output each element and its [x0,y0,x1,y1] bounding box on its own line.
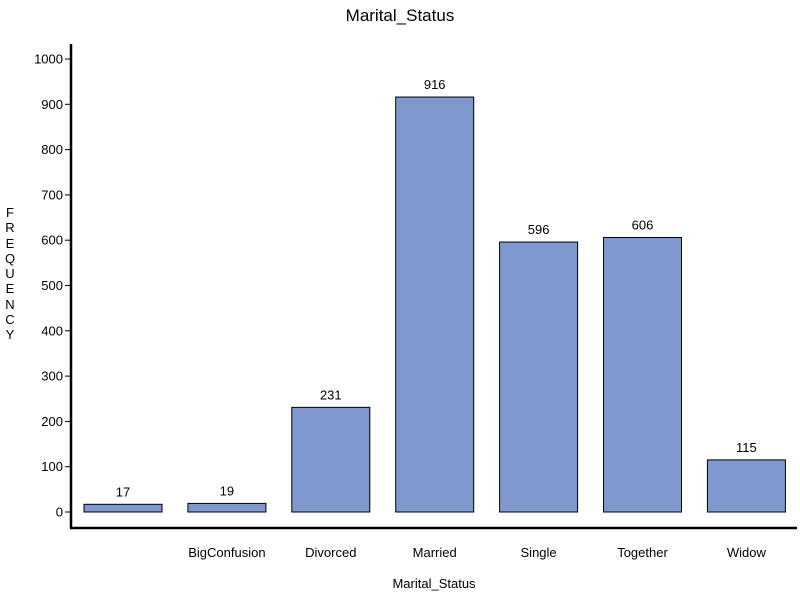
data-label: 19 [220,483,234,498]
y-tick-label: 800 [41,142,63,157]
x-tick-label: Single [521,545,557,560]
data-label: 606 [632,217,654,232]
bar [706,459,786,513]
x-tick-label: BigConfusion [188,545,265,560]
x-axis-label: Marital_Status [392,576,476,591]
y-tick-label: 100 [41,459,63,474]
y-tick-label: 700 [41,187,63,202]
bar [499,241,579,513]
y-axis-label-letter: C [5,312,15,328]
data-label: 596 [528,222,550,237]
bar [395,96,475,513]
bar [83,503,163,513]
x-tick-label: Together [617,545,668,560]
data-label: 115 [736,440,757,455]
bar [291,406,371,513]
chart-title: Marital_Status [345,6,455,25]
y-tick-label: 400 [41,323,63,338]
y-axis-label-letter: E [5,235,15,251]
y-axis-label-letter: Y [5,327,15,343]
y-tick-label: 200 [41,414,63,429]
data-label: 231 [320,387,342,402]
y-axis-label-letter: Q [4,250,16,266]
data-label: 916 [424,77,446,92]
y-tick-label: 600 [41,233,63,248]
x-tick-label: Married [413,545,457,560]
bar [603,236,682,513]
y-tick-label: 300 [41,369,63,384]
y-axis-label-letter: E [5,281,15,297]
y-axis-label-letter: R [5,220,15,236]
y-axis-label-letter: F [6,205,14,220]
bar [187,502,267,513]
y-tick-label: 500 [41,278,63,293]
data-label: 17 [116,484,130,499]
x-tick-label: Divorced [305,545,356,560]
y-axis-label-letter: N [5,296,15,312]
y-tick-label: 0 [56,505,63,520]
y-tick-label: 900 [41,97,63,112]
y-tick-label: 1000 [34,52,63,67]
y-axis-label-letter: U [5,266,15,282]
x-tick-label: Widow [727,545,767,560]
